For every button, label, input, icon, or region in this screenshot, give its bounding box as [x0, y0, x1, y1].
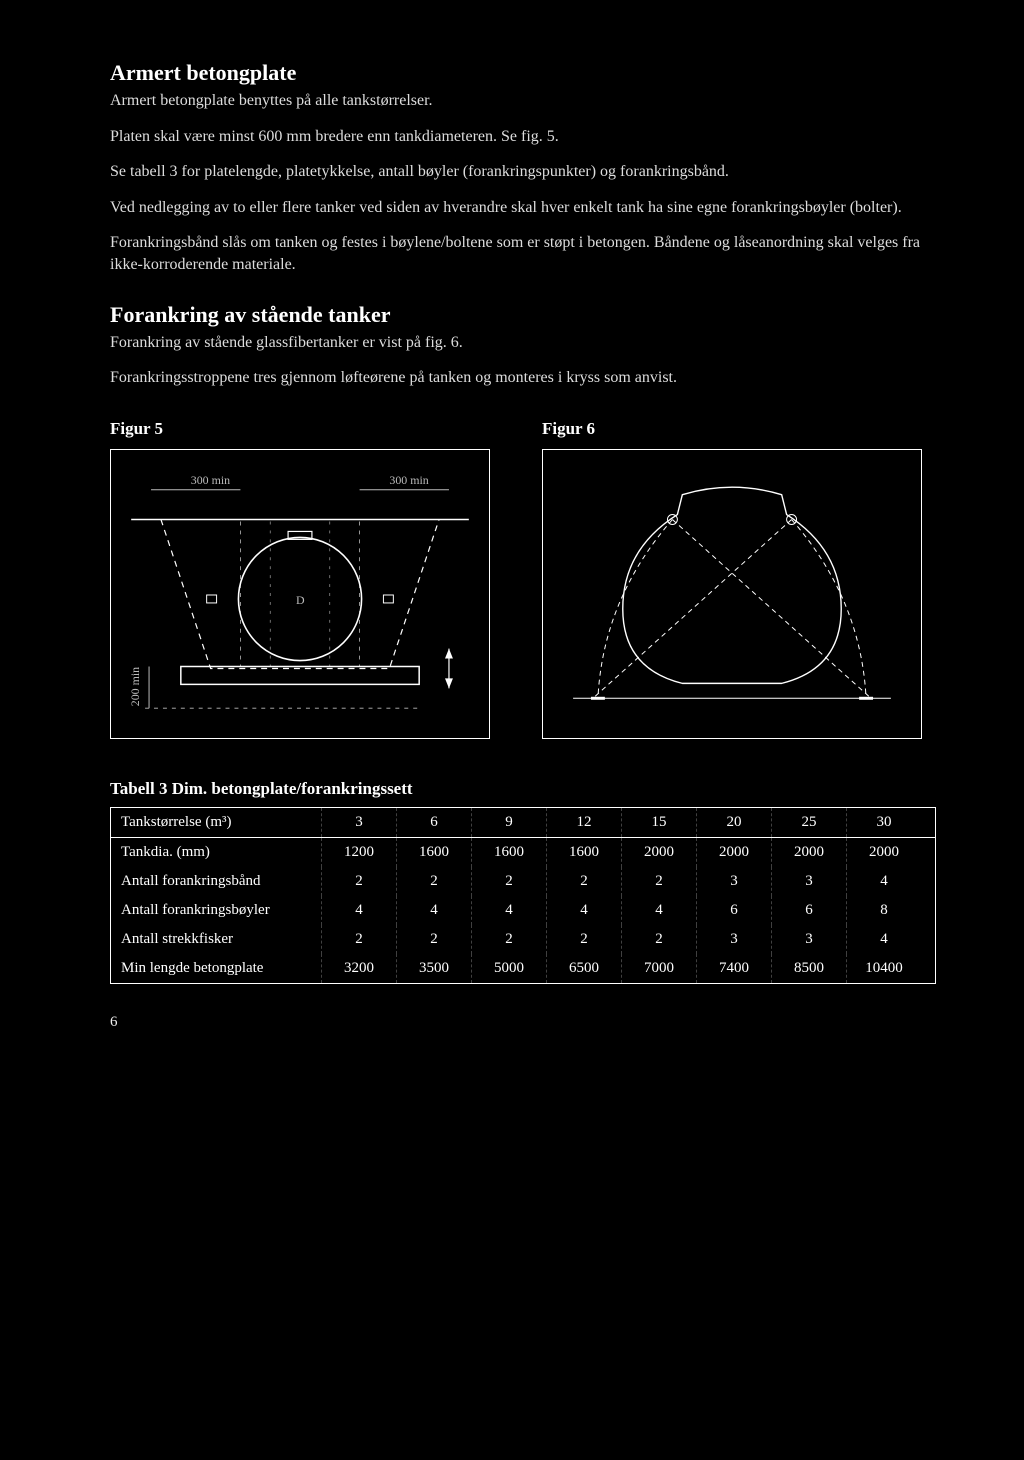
cell: 2000	[621, 838, 696, 867]
cell: 10400	[846, 954, 921, 983]
cell: 2	[321, 925, 396, 954]
row-label: Min lengde betongplate	[111, 954, 321, 983]
cell: 7000	[621, 954, 696, 983]
row-label: Antall forankringsbånd	[111, 867, 321, 896]
cell: 2	[621, 867, 696, 896]
table-header-row: Tankstørrelse (m³) 3 6 9 12 15 20 25 30	[111, 808, 935, 838]
table-row: Antall forankringsbøyler 4 4 4 4 4 6 6 8	[111, 896, 935, 925]
cell: 2	[621, 925, 696, 954]
table-row: Min lengde betongplate 3200 3500 5000 65…	[111, 954, 935, 983]
cell: 3	[771, 925, 846, 954]
cell: 4	[321, 896, 396, 925]
cell: 2000	[696, 838, 771, 867]
cell: 3500	[396, 954, 471, 983]
table-header: 30	[846, 808, 921, 837]
row-label: Antall forankringsbøyler	[111, 896, 321, 925]
dim-bottom-label: 200 min	[128, 667, 142, 706]
cell: 2000	[771, 838, 846, 867]
cell: 1200	[321, 838, 396, 867]
figure-6: Figur 6	[542, 419, 934, 739]
cell: 2	[471, 867, 546, 896]
table-header: 25	[771, 808, 846, 837]
page: Armert betongplate Armert betongplate be…	[0, 0, 1024, 1061]
cell: 1600	[471, 838, 546, 867]
table-title: Tabell 3 Dim. betongplate/forankringsset…	[110, 779, 934, 799]
cell: 3	[696, 867, 771, 896]
para: Se tabell 3 for platelengde, platetykkel…	[110, 161, 934, 183]
cell: 2	[396, 867, 471, 896]
table-header-label: Tankstørrelse (m³)	[111, 808, 321, 837]
heading-forankring-staende: Forankring av stående tanker	[110, 302, 934, 328]
para: Forankringsstroppene tres gjennom løfteø…	[110, 367, 934, 389]
table-header: 12	[546, 808, 621, 837]
cell: 6500	[546, 954, 621, 983]
cell: 2	[321, 867, 396, 896]
cell: 6	[696, 896, 771, 925]
cell: 2	[396, 925, 471, 954]
table-row: Antall strekkfisker 2 2 2 2 2 3 3 4	[111, 925, 935, 954]
cell: 2	[546, 867, 621, 896]
dim-left-label: 300 min	[191, 473, 230, 487]
table-header: 15	[621, 808, 696, 837]
para: Forankringsbånd slås om tanken og festes…	[110, 232, 934, 275]
para: Forankring av stående glassfibertanker e…	[110, 332, 934, 354]
cell: 4	[546, 896, 621, 925]
table-header: 6	[396, 808, 471, 837]
page-number: 6	[110, 1014, 934, 1031]
row-label: Tankdia. (mm)	[111, 838, 321, 867]
cell: 2000	[846, 838, 921, 867]
cell: 4	[846, 867, 921, 896]
cell: 4	[846, 925, 921, 954]
table-3: Tankstørrelse (m³) 3 6 9 12 15 20 25 30 …	[110, 807, 936, 984]
figure-5-box: 300 min 300 min	[110, 449, 490, 739]
figure-6-box	[542, 449, 922, 739]
cell: 3	[771, 867, 846, 896]
dim-right-label: 300 min	[389, 473, 428, 487]
cell: 4	[471, 896, 546, 925]
row-label: Antall strekkfisker	[111, 925, 321, 954]
cell: 3200	[321, 954, 396, 983]
table-header: 3	[321, 808, 396, 837]
table-header: 20	[696, 808, 771, 837]
figure-5-svg: 300 min 300 min	[111, 450, 489, 738]
figure-5: Figur 5 300 min 300 min	[110, 419, 502, 739]
cell: 8500	[771, 954, 846, 983]
figure-5-label: Figur 5	[110, 419, 502, 439]
cell: 8	[846, 896, 921, 925]
figure-6-svg	[543, 450, 921, 738]
table-row: Antall forankringsbånd 2 2 2 2 2 3 3 4	[111, 867, 935, 896]
figure-6-label: Figur 6	[542, 419, 934, 439]
table-row: Tankdia. (mm) 1200 1600 1600 1600 2000 2…	[111, 838, 935, 867]
figures-row: Figur 5 300 min 300 min	[110, 419, 934, 739]
cell: 4	[621, 896, 696, 925]
cell: 5000	[471, 954, 546, 983]
diameter-mark: D	[296, 593, 305, 607]
cell: 1600	[396, 838, 471, 867]
cell: 6	[771, 896, 846, 925]
heading-armert-betongplate: Armert betongplate	[110, 60, 934, 86]
cell: 4	[396, 896, 471, 925]
cell: 2	[546, 925, 621, 954]
para: Armert betongplate benyttes på alle tank…	[110, 90, 934, 112]
para: Ved nedlegging av to eller flere tanker …	[110, 197, 934, 219]
cell: 3	[696, 925, 771, 954]
table-header: 9	[471, 808, 546, 837]
cell: 7400	[696, 954, 771, 983]
cell: 1600	[546, 838, 621, 867]
cell: 2	[471, 925, 546, 954]
para: Platen skal være minst 600 mm bredere en…	[110, 126, 934, 148]
